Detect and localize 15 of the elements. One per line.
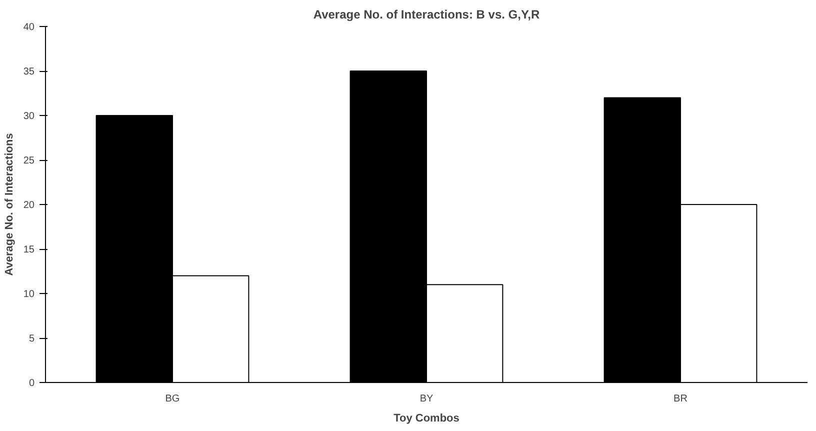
y-axis-title: Average No. of Interactions <box>3 133 16 276</box>
y-tick-label: 10 <box>23 289 35 300</box>
y-tick-label: 5 <box>28 334 35 344</box>
y-tick-label: 35 <box>23 66 35 78</box>
y-tick-label: 25 <box>23 156 35 166</box>
y-tick-label: 40 <box>23 22 35 33</box>
y-tick-label: 30 <box>23 111 35 122</box>
x-tick-label: BR <box>674 394 688 404</box>
y-tick-label: 15 <box>23 244 35 256</box>
x-tick-label: BG <box>165 394 180 404</box>
y-tick-label: 20 <box>23 200 35 211</box>
x-tick-label: BY <box>420 394 434 404</box>
x-axis-title: Toy Combos <box>394 412 460 424</box>
chart-title: Average No. of Interactions: B vs. G,Y,R <box>313 8 540 22</box>
y-tick-label: 0 <box>28 378 35 389</box>
